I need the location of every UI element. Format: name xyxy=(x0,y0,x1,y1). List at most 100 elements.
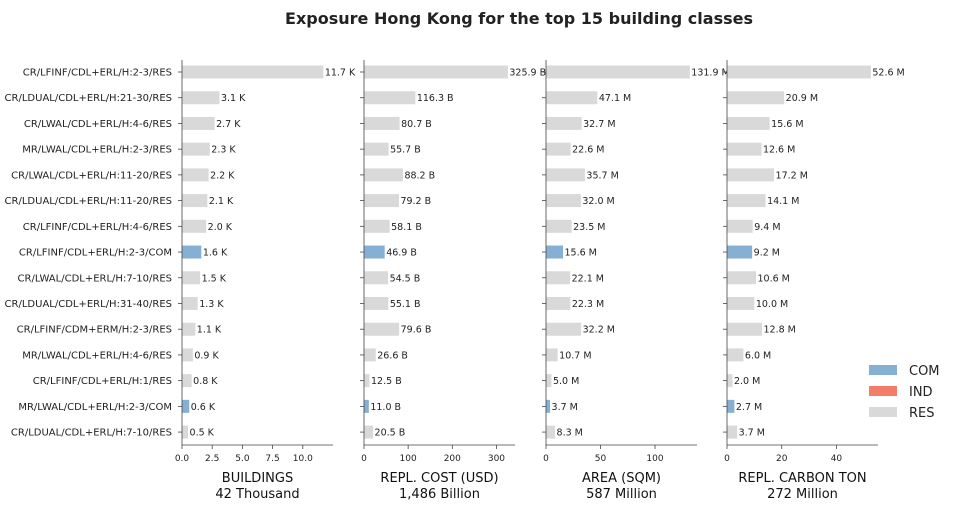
data-label: 2.3 K xyxy=(211,145,236,156)
x-tick-label: 0 xyxy=(361,454,367,464)
data-label: 10.0 M xyxy=(756,299,788,310)
data-label: 3.1 K xyxy=(221,93,246,104)
bar xyxy=(364,399,369,413)
x-tick-label: 300 xyxy=(488,454,505,464)
bar xyxy=(727,296,755,310)
bar xyxy=(364,91,416,105)
x-tick-label: 50 xyxy=(595,454,607,464)
data-label: 54.5 B xyxy=(390,273,421,284)
data-label: 79.6 B xyxy=(401,325,432,336)
bar xyxy=(364,271,389,285)
bar xyxy=(364,219,390,233)
category-label: CR/LWAL/CDL+ERL/H:7-10/RES xyxy=(18,273,172,284)
data-label: 22.1 M xyxy=(572,273,604,284)
category-label: CR/LDUAL/CDL+ERL/H:31-40/RES xyxy=(5,299,172,310)
data-label: 12.8 M xyxy=(764,325,796,336)
category-label: CR/LFINF/CDL+ERL/H:4-6/RES xyxy=(23,222,172,233)
bar xyxy=(364,65,508,79)
bar xyxy=(364,168,403,182)
bar xyxy=(182,142,210,156)
data-label: 32.2 M xyxy=(583,325,615,336)
x-tick-label: 10.0 xyxy=(293,454,313,464)
bar xyxy=(182,374,192,388)
data-label: 52.6 M xyxy=(872,68,904,79)
bar xyxy=(546,194,581,208)
data-label: 15.6 M xyxy=(565,248,597,259)
data-label: 20.5 B xyxy=(375,428,406,439)
data-label: 32.0 M xyxy=(582,196,614,207)
bar xyxy=(364,116,400,130)
bar xyxy=(727,425,738,439)
bar xyxy=(364,245,385,259)
data-label: 22.3 M xyxy=(572,299,604,310)
category-label: MR/LWAL/CDL+ERL/H:4-6/RES xyxy=(22,350,172,361)
x-tick-label: 2.5 xyxy=(205,454,219,464)
category-label: MR/LWAL/CDL+ERL/H:2-3/RES xyxy=(22,145,172,156)
bar xyxy=(546,271,571,285)
data-label: 11.7 K xyxy=(325,68,356,79)
data-label: 11.0 B xyxy=(370,402,401,413)
data-label: 79.2 B xyxy=(400,196,431,207)
data-label: 46.9 B xyxy=(386,248,417,259)
data-label: 26.6 B xyxy=(377,350,408,361)
category-label: CR/LWAL/CDL+ERL/H:11-20/RES xyxy=(11,170,172,181)
bar xyxy=(727,168,775,182)
data-label: 1.6 K xyxy=(203,248,228,259)
bar xyxy=(727,271,756,285)
data-label: 35.7 M xyxy=(586,170,618,181)
bar xyxy=(364,194,399,208)
x-tick-label: 7.5 xyxy=(265,454,279,464)
bar xyxy=(727,91,785,105)
data-label: 1.1 K xyxy=(197,325,222,336)
bar xyxy=(727,245,753,259)
bar xyxy=(546,374,552,388)
x-tick-label: 0 xyxy=(543,454,549,464)
bar xyxy=(364,348,376,362)
data-label: 80.7 B xyxy=(401,119,432,130)
category-label: CR/LDUAL/CDL+ERL/H:11-20/RES xyxy=(5,196,172,207)
bar xyxy=(727,322,763,336)
bar xyxy=(546,116,582,130)
category-label: CR/LDUAL/CDL+ERL/H:7-10/RES xyxy=(11,428,172,439)
bar xyxy=(546,91,598,105)
legend: COM IND RES xyxy=(869,364,940,421)
x-axis-label: REPL. CARBON TON xyxy=(738,471,866,486)
data-label: 3.7 M xyxy=(552,402,578,413)
data-label: 10.7 M xyxy=(559,350,591,361)
data-label: 131.9 M xyxy=(691,68,729,79)
data-label: 55.1 B xyxy=(390,299,421,310)
bar xyxy=(546,296,571,310)
panel-total: 1,486 Billion xyxy=(399,487,480,502)
category-label: CR/LDUAL/CDL+ERL/H:21-30/RES xyxy=(5,93,172,104)
bar xyxy=(182,348,193,362)
x-tick-label: 100 xyxy=(646,454,663,464)
x-tick-label: 100 xyxy=(400,454,417,464)
data-label: 116.3 B xyxy=(417,93,454,104)
x-axis-label: BUILDINGS xyxy=(222,471,293,486)
bar xyxy=(546,348,558,362)
data-label: 1.5 K xyxy=(202,273,227,284)
data-label: 10.6 M xyxy=(757,273,789,284)
panel-total: 42 Thousand xyxy=(215,487,299,502)
panel-3: 131.9 M 47.1 M 32.7 M 22.6 M 35.7 M 32.0 M 23.… xyxy=(542,60,730,502)
bar xyxy=(546,142,571,156)
bar xyxy=(182,322,196,336)
bar xyxy=(727,399,735,413)
x-tick-label: 20 xyxy=(776,454,788,464)
category-label: MR/LWAL/CDL+ERL/H:2-3/COM xyxy=(18,402,172,413)
bar xyxy=(182,116,215,130)
bar xyxy=(182,245,202,259)
bar xyxy=(727,219,753,233)
category-label: CR/LFINF/CDM+ERM/H:2-3/RES xyxy=(17,325,172,336)
data-label: 23.5 M xyxy=(573,222,605,233)
data-label: 0.9 K xyxy=(194,350,219,361)
bar xyxy=(727,348,744,362)
bar xyxy=(364,142,389,156)
panel-total: 272 Million xyxy=(767,487,838,502)
bar xyxy=(182,91,220,105)
data-label: 15.6 M xyxy=(771,119,803,130)
bar xyxy=(182,399,190,413)
bar xyxy=(182,271,201,285)
data-label: 22.6 M xyxy=(572,145,604,156)
